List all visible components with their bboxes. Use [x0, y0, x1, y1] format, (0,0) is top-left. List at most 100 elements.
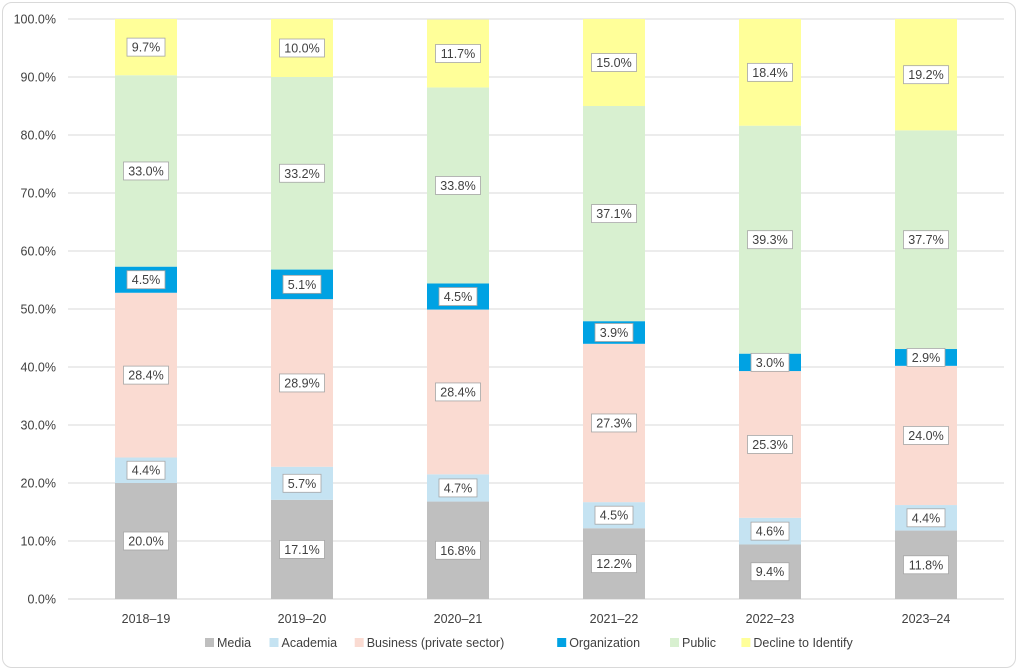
data-label: 10.0%: [284, 42, 319, 56]
x-tick-label: 2018–19: [122, 612, 171, 626]
x-tick-label: 2019–20: [278, 612, 327, 626]
data-label-box: [591, 53, 637, 72]
legend-swatch: [354, 638, 364, 647]
data-label: 3.9%: [600, 326, 629, 340]
legend-label: Public: [682, 636, 716, 650]
data-label: 25.3%: [752, 438, 787, 452]
data-label: 28.4%: [128, 369, 163, 383]
y-tick-label: 70.0%: [21, 187, 56, 201]
legend-label: Business (private sector): [367, 636, 505, 650]
data-label-box: [123, 531, 169, 551]
y-tick-label: 80.0%: [21, 129, 56, 143]
data-label: 4.6%: [756, 525, 785, 539]
data-label-box: [279, 540, 325, 559]
data-label-box: [591, 554, 637, 574]
data-label: 18.4%: [752, 66, 787, 80]
x-tick-label: 2021–22: [590, 612, 639, 626]
x-tick-label: 2020–21: [434, 612, 483, 626]
legend-swatch: [205, 638, 214, 647]
data-label: 20.0%: [128, 535, 163, 549]
data-label-box: [123, 161, 169, 181]
data-label: 4.5%: [444, 290, 473, 304]
data-label: 33.2%: [284, 167, 319, 181]
data-label-box: [438, 287, 478, 306]
y-tick-label: 60.0%: [21, 245, 56, 259]
data-label-box: [747, 62, 793, 82]
data-label-box: [126, 460, 166, 480]
data-label: 9.7%: [132, 41, 161, 55]
legend-swatch: [670, 638, 679, 647]
legend-label: Media: [217, 636, 251, 650]
data-label: 33.0%: [128, 164, 163, 178]
data-label-box: [750, 521, 790, 541]
data-label: 5.1%: [288, 278, 317, 292]
data-label-box: [435, 176, 481, 195]
data-label-box: [279, 163, 325, 183]
data-label-box: [282, 274, 322, 294]
legend-label: Organization: [569, 636, 640, 650]
data-label: 11.7%: [441, 47, 476, 61]
data-label-box: [438, 478, 478, 498]
data-label-box: [594, 323, 634, 342]
legend-swatch: [269, 638, 279, 647]
data-label-box: [591, 413, 637, 433]
data-label-box: [906, 508, 946, 528]
data-label: 3.0%: [756, 356, 785, 370]
data-label: 9.4%: [756, 565, 785, 579]
y-tick-label: 100.0%: [14, 13, 56, 27]
data-label: 12.2%: [596, 557, 631, 571]
data-label-box: [906, 348, 946, 367]
data-label: 4.4%: [132, 464, 161, 478]
legend-label: Decline to Identify: [753, 636, 853, 650]
data-label-box: [435, 44, 481, 63]
data-label: 4.5%: [132, 273, 161, 287]
data-label: 4.4%: [912, 511, 941, 525]
legend-label: Academia: [282, 636, 338, 650]
data-label: 16.8%: [440, 544, 475, 558]
data-label-box: [903, 65, 949, 85]
data-label: 15.0%: [596, 56, 631, 70]
data-label-box: [126, 270, 166, 290]
data-label-box: [126, 37, 166, 57]
data-label: 17.1%: [284, 543, 319, 557]
data-label: 24.0%: [908, 429, 943, 443]
data-label: 33.8%: [440, 179, 475, 193]
data-label-box: [747, 435, 793, 454]
y-tick-label: 20.0%: [21, 477, 56, 491]
data-label: 37.1%: [596, 207, 631, 221]
data-label-box: [279, 38, 325, 58]
data-label-box: [282, 473, 322, 493]
data-label: 28.4%: [440, 385, 475, 399]
data-label-box: [123, 365, 169, 385]
data-label: 27.3%: [596, 416, 631, 430]
data-label-box: [435, 540, 481, 560]
data-label: 5.7%: [288, 477, 317, 491]
data-label-box: [594, 505, 634, 525]
data-label-box: [903, 555, 949, 575]
legend-swatch: [741, 638, 751, 647]
legend-swatch: [557, 638, 567, 647]
data-label: 28.9%: [284, 376, 319, 390]
data-label: 11.8%: [909, 558, 944, 572]
data-label-box: [279, 373, 325, 393]
data-label-box: [750, 352, 790, 372]
data-label: 19.2%: [908, 68, 943, 82]
data-label-box: [750, 562, 790, 582]
x-tick-label: 2023–24: [902, 612, 951, 626]
data-label-box: [903, 230, 949, 250]
data-label-box: [591, 204, 637, 223]
data-label-box: [903, 426, 949, 445]
x-tick-label: 2022–23: [746, 612, 795, 626]
y-tick-label: 30.0%: [21, 419, 56, 433]
y-tick-label: 0.0%: [28, 593, 57, 607]
data-label-box: [435, 382, 481, 402]
data-label: 4.5%: [600, 509, 629, 523]
data-label: 39.3%: [752, 233, 787, 247]
y-tick-label: 10.0%: [21, 535, 56, 549]
data-label: 4.7%: [444, 481, 473, 495]
y-tick-label: 90.0%: [21, 71, 56, 85]
data-label: 37.7%: [908, 233, 943, 247]
y-tick-label: 40.0%: [21, 361, 56, 375]
data-label: 2.9%: [912, 351, 941, 365]
